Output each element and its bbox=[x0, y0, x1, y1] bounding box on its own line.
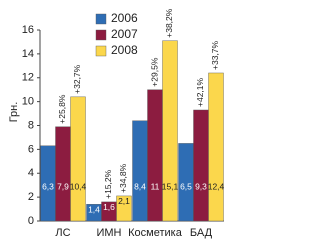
bar bbox=[116, 195, 132, 222]
value-label: 7,9 bbox=[57, 181, 69, 191]
legend-label: 2007 bbox=[111, 27, 138, 41]
y-tick-label: 10 bbox=[22, 96, 34, 108]
chart: Грн. 0 2 4 6 8 10 12 14 16 ЛС 6,3 7,9 +25,8% 10,4 +32,… bbox=[8, 8, 225, 239]
growth-annotation: +33,7% bbox=[210, 40, 220, 70]
x-tick-label: ЛС bbox=[55, 227, 70, 239]
value-label: 12,4 bbox=[208, 181, 225, 191]
growth-annotation: +42,1% bbox=[195, 77, 205, 107]
legend-swatch bbox=[95, 45, 107, 57]
value-label: 1,4 bbox=[88, 205, 100, 215]
growth-annotation: +38,2% bbox=[164, 8, 174, 38]
bar bbox=[162, 40, 178, 222]
y-tick-label: 8 bbox=[28, 119, 34, 131]
x-tick-label: ИМН bbox=[96, 227, 121, 239]
bar bbox=[193, 109, 209, 222]
legend-swatch bbox=[95, 13, 107, 25]
y-tick-label: 12 bbox=[22, 72, 34, 84]
value-label: 10,4 bbox=[70, 181, 87, 191]
value-label: 8,4 bbox=[134, 181, 146, 191]
x-tick-label: Косметика bbox=[128, 227, 183, 239]
value-label: 6,5 bbox=[180, 181, 192, 191]
value-label: 15,1 bbox=[162, 181, 179, 191]
legend-label: 2006 bbox=[111, 11, 138, 25]
growth-annotation: +32,7% bbox=[72, 64, 82, 94]
value-label: 11 bbox=[151, 181, 160, 191]
bar bbox=[70, 96, 86, 222]
y-tick-label: 14 bbox=[22, 48, 34, 60]
x-tick-label: БАД bbox=[190, 227, 213, 239]
y-tick-label: 0 bbox=[28, 215, 34, 227]
growth-annotation: +34,8% bbox=[118, 163, 128, 193]
bar bbox=[208, 72, 224, 222]
growth-annotation: +29,5% bbox=[149, 57, 159, 87]
y-tick-label: 6 bbox=[28, 143, 34, 155]
y-tick-label: 16 bbox=[22, 24, 34, 36]
bar bbox=[132, 120, 148, 222]
value-label: 2,1 bbox=[118, 196, 130, 206]
bar bbox=[147, 89, 163, 222]
y-tick-label: 2 bbox=[28, 191, 34, 203]
growth-annotation: +25,8% bbox=[57, 94, 67, 124]
legend-swatch bbox=[95, 29, 107, 41]
value-label: 9,3 bbox=[195, 181, 207, 191]
y-axis-label: Грн. bbox=[8, 102, 20, 123]
legend-label: 2008 bbox=[111, 43, 138, 57]
growth-annotation: +15,2% bbox=[103, 169, 113, 199]
y-tick-label: 4 bbox=[28, 167, 34, 179]
value-label: 1,6 bbox=[103, 202, 115, 212]
bar bbox=[55, 126, 71, 222]
value-label: 6,3 bbox=[42, 181, 54, 191]
